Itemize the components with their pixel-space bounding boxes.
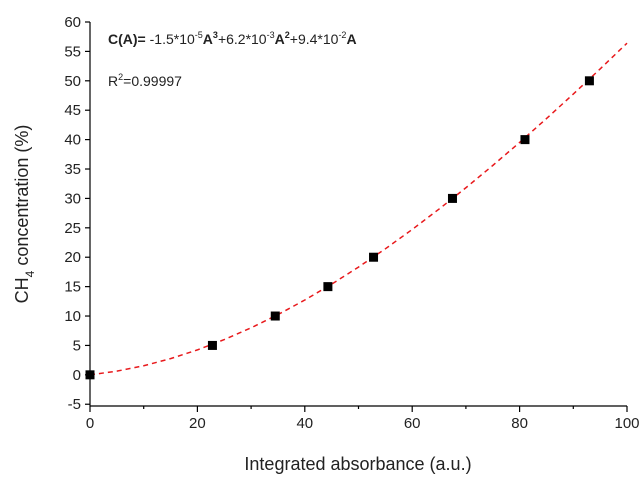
y-label-part: concentration (%): [12, 125, 32, 271]
y-tick-label: 45: [64, 102, 81, 119]
x-tick-label: 0: [86, 415, 94, 432]
y-label-sub: 4: [23, 270, 37, 277]
x-tick-label: 20: [189, 415, 206, 432]
r-squared-part: =0.99997: [123, 73, 182, 89]
fit-curve: [89, 42, 628, 376]
equation-part: -1.5*10: [146, 31, 195, 47]
equation-part: A: [203, 31, 213, 47]
y-tick-label: -5: [68, 396, 81, 413]
equation-part: A: [275, 31, 285, 47]
y-axis-label: CH4 concentration (%): [12, 125, 37, 304]
y-tick-label: 35: [64, 161, 81, 178]
data-point: [584, 76, 594, 86]
x-tick-label: 40: [296, 415, 313, 432]
equation-sup: -5: [195, 30, 203, 40]
y-tick-label: 0: [73, 367, 81, 384]
equation-part: +9.4*10: [290, 31, 339, 47]
y-tick-label: 55: [64, 43, 81, 60]
equation-part: A: [346, 31, 356, 47]
y-tick-label: 10: [64, 308, 81, 325]
equation-part: C(A)=: [108, 31, 146, 47]
y-tick-label: 25: [64, 220, 81, 237]
y-tick-label: 60: [64, 14, 81, 31]
x-tick-label: 60: [404, 415, 421, 432]
y-tick-label: 30: [64, 190, 81, 207]
y-tick-label: 5: [73, 337, 81, 354]
equation-part: +6.2*10: [218, 31, 267, 47]
y-label-part: CH: [12, 277, 32, 303]
data-point: [207, 340, 217, 350]
fit-equation: C(A)= -1.5*10-5A3+6.2*10-3A2+9.4*10-2A: [108, 30, 357, 47]
equation-sup: 3: [213, 30, 218, 40]
equation-sup: 2: [285, 30, 290, 40]
y-tick-label: 15: [64, 279, 81, 296]
data-point: [447, 193, 457, 203]
equation-sup: -3: [267, 30, 275, 40]
x-tick-label: 80: [511, 415, 528, 432]
x-tick-label: 100: [614, 415, 639, 432]
data-point: [323, 282, 333, 292]
x-axis-label: Integrated absorbance (a.u.): [244, 454, 471, 474]
r-squared-part: R: [108, 73, 118, 89]
y-tick-label: 40: [64, 132, 81, 149]
y-tick-label: 50: [64, 73, 81, 90]
data-point: [270, 311, 280, 321]
equation-sup: -2: [338, 30, 346, 40]
y-tick-label: 20: [64, 249, 81, 266]
data-point: [520, 135, 530, 145]
r-squared: R2=0.99997: [108, 72, 182, 89]
data-point: [85, 370, 95, 380]
data-point: [369, 252, 379, 262]
r-squared-sup: 2: [118, 72, 123, 82]
